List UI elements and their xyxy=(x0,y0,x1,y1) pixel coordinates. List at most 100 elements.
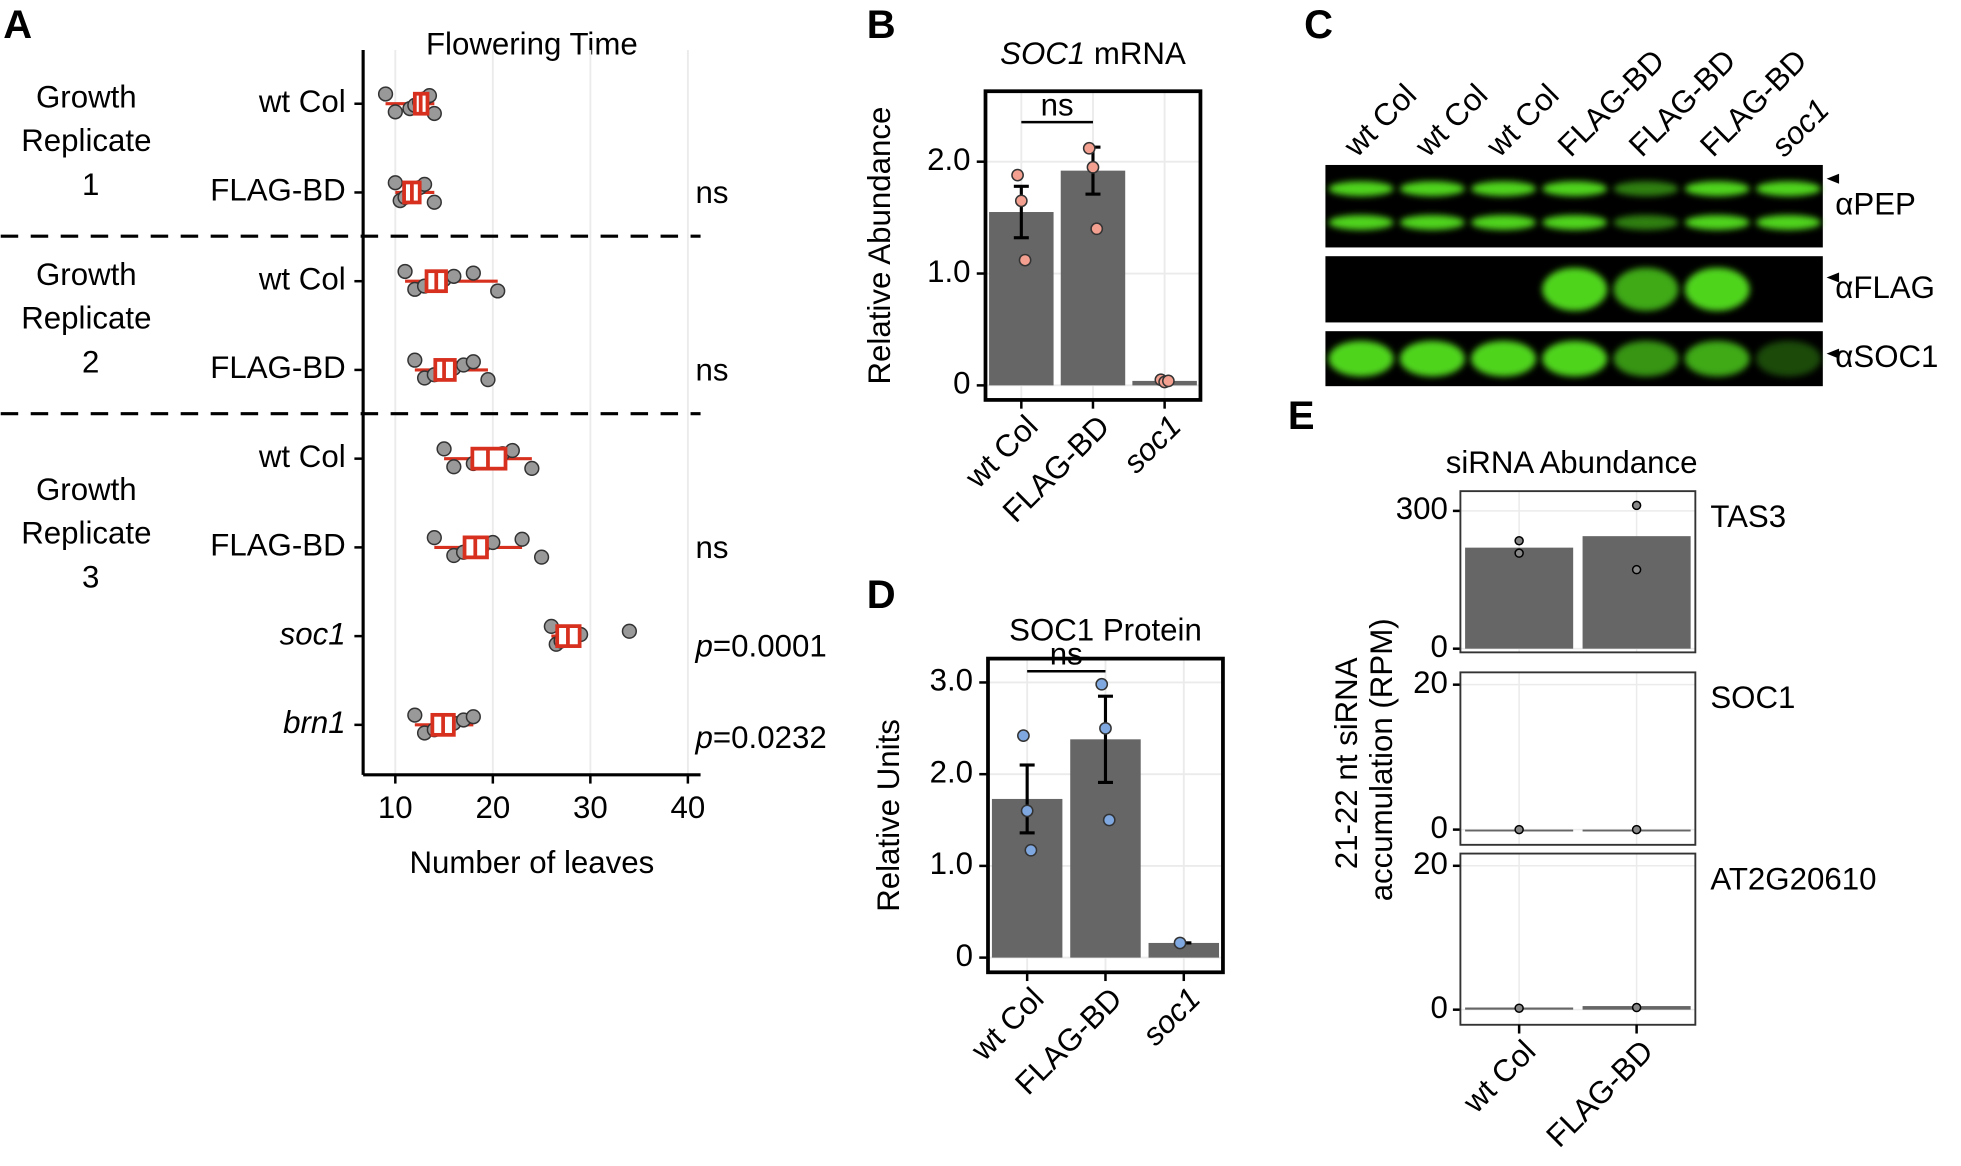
band xyxy=(1399,340,1465,377)
point xyxy=(504,442,520,459)
annotation: ns xyxy=(1041,87,1074,122)
y-tick-label: 2.0 xyxy=(927,142,970,177)
point xyxy=(407,352,423,368)
plot-frame xyxy=(986,656,1225,975)
row-label: soc1 xyxy=(280,616,346,651)
band xyxy=(1328,181,1394,197)
blot-strip xyxy=(1325,164,1823,248)
facet-label: SOC1 xyxy=(1710,680,1795,715)
annotation: ns xyxy=(1050,636,1083,671)
band xyxy=(1755,214,1821,230)
row-label: wt Col xyxy=(258,84,346,119)
annotation: ns xyxy=(696,175,729,210)
point xyxy=(1086,160,1100,174)
x-tick-label: 40 xyxy=(671,790,706,825)
point xyxy=(524,460,540,477)
point xyxy=(533,549,550,565)
facet-label: AT2G20610 xyxy=(1710,861,1876,896)
x-tick-label: FLAG-BD xyxy=(1539,1033,1659,1153)
point xyxy=(1082,141,1096,155)
y-axis-label: Relative Units xyxy=(871,719,906,912)
facet-label: TAS3 xyxy=(1710,499,1786,534)
y-tick-label: 300 xyxy=(1396,491,1448,526)
y-tick-label: 3.0 xyxy=(930,663,973,698)
x-tick-label: 20 xyxy=(475,790,510,825)
point xyxy=(1514,1003,1524,1013)
y-axis-label: 21-22 nt siRNA accumulation (RPM) xyxy=(1329,618,1399,901)
band xyxy=(1471,340,1537,377)
band xyxy=(1684,214,1750,230)
bar xyxy=(1465,547,1574,649)
panel-letter: A xyxy=(3,3,32,47)
annotation: p=0.0232 xyxy=(695,720,827,755)
y-axis-label: Relative Abundance xyxy=(862,107,897,385)
y-tick-label: 20 xyxy=(1413,665,1448,700)
facet-frame xyxy=(1459,490,1697,654)
band xyxy=(1542,214,1608,230)
band xyxy=(1542,267,1608,311)
band xyxy=(1684,340,1750,377)
point xyxy=(465,354,481,370)
point xyxy=(1018,253,1032,267)
band xyxy=(1328,214,1394,230)
point xyxy=(1011,168,1024,182)
point xyxy=(1631,500,1642,511)
x-axis-label: Number of leaves xyxy=(409,845,654,880)
panel-letter: C xyxy=(1304,3,1333,47)
point xyxy=(1514,824,1524,835)
plot-frame xyxy=(983,89,1203,402)
point xyxy=(387,175,403,191)
y-tick-label: 1.0 xyxy=(927,254,970,289)
y-tick-label: 0 xyxy=(1431,990,1448,1025)
band xyxy=(1684,181,1750,197)
x-tick-label: soc1 xyxy=(1136,981,1207,1052)
arrowhead xyxy=(1826,348,1840,359)
point xyxy=(1090,222,1104,236)
point xyxy=(1631,824,1642,835)
band xyxy=(1471,214,1537,230)
point xyxy=(480,372,496,388)
point xyxy=(1014,194,1028,208)
y-tick-label: 0 xyxy=(953,366,970,401)
arrowhead xyxy=(1826,272,1840,283)
facet-frame xyxy=(1459,671,1697,846)
point xyxy=(446,459,462,475)
point xyxy=(1173,936,1187,950)
point xyxy=(1514,548,1524,558)
bar xyxy=(1148,942,1220,958)
annotation: ns xyxy=(696,530,729,565)
row-label: wt Col xyxy=(258,261,346,296)
lane-label: wt Col xyxy=(1408,77,1495,164)
chart-title: SOC1 mRNA xyxy=(1000,36,1186,71)
y-tick-label: 0 xyxy=(1431,629,1448,664)
band xyxy=(1328,340,1394,377)
chart-title: siRNA Abundance xyxy=(1446,445,1698,480)
antibody-label: αFLAG xyxy=(1835,270,1935,305)
point xyxy=(387,104,403,120)
facet-frame xyxy=(1459,852,1697,1026)
point xyxy=(1162,374,1175,388)
point xyxy=(377,86,394,102)
group-label: Growth Replicate 1 xyxy=(21,80,160,202)
row-label: brn1 xyxy=(283,705,346,740)
x-tick-label: soc1 xyxy=(1117,408,1188,479)
point xyxy=(1024,843,1038,857)
y-tick-label: 20 xyxy=(1413,846,1448,881)
group-label: Growth Replicate 3 xyxy=(21,472,160,594)
annotation: p=0.0001 xyxy=(695,629,827,664)
bar xyxy=(989,212,1054,386)
arrowhead xyxy=(1826,173,1840,184)
point xyxy=(1020,804,1034,818)
row-label: wt Col xyxy=(258,439,346,474)
point xyxy=(1514,536,1524,546)
error-bar xyxy=(1019,763,1035,835)
band xyxy=(1613,181,1679,197)
band xyxy=(1613,340,1679,377)
bar xyxy=(1582,536,1691,649)
y-tick-label: 0 xyxy=(956,938,973,973)
point xyxy=(426,530,442,546)
antibody-label: αPEP xyxy=(1835,186,1916,221)
point xyxy=(1099,721,1112,735)
